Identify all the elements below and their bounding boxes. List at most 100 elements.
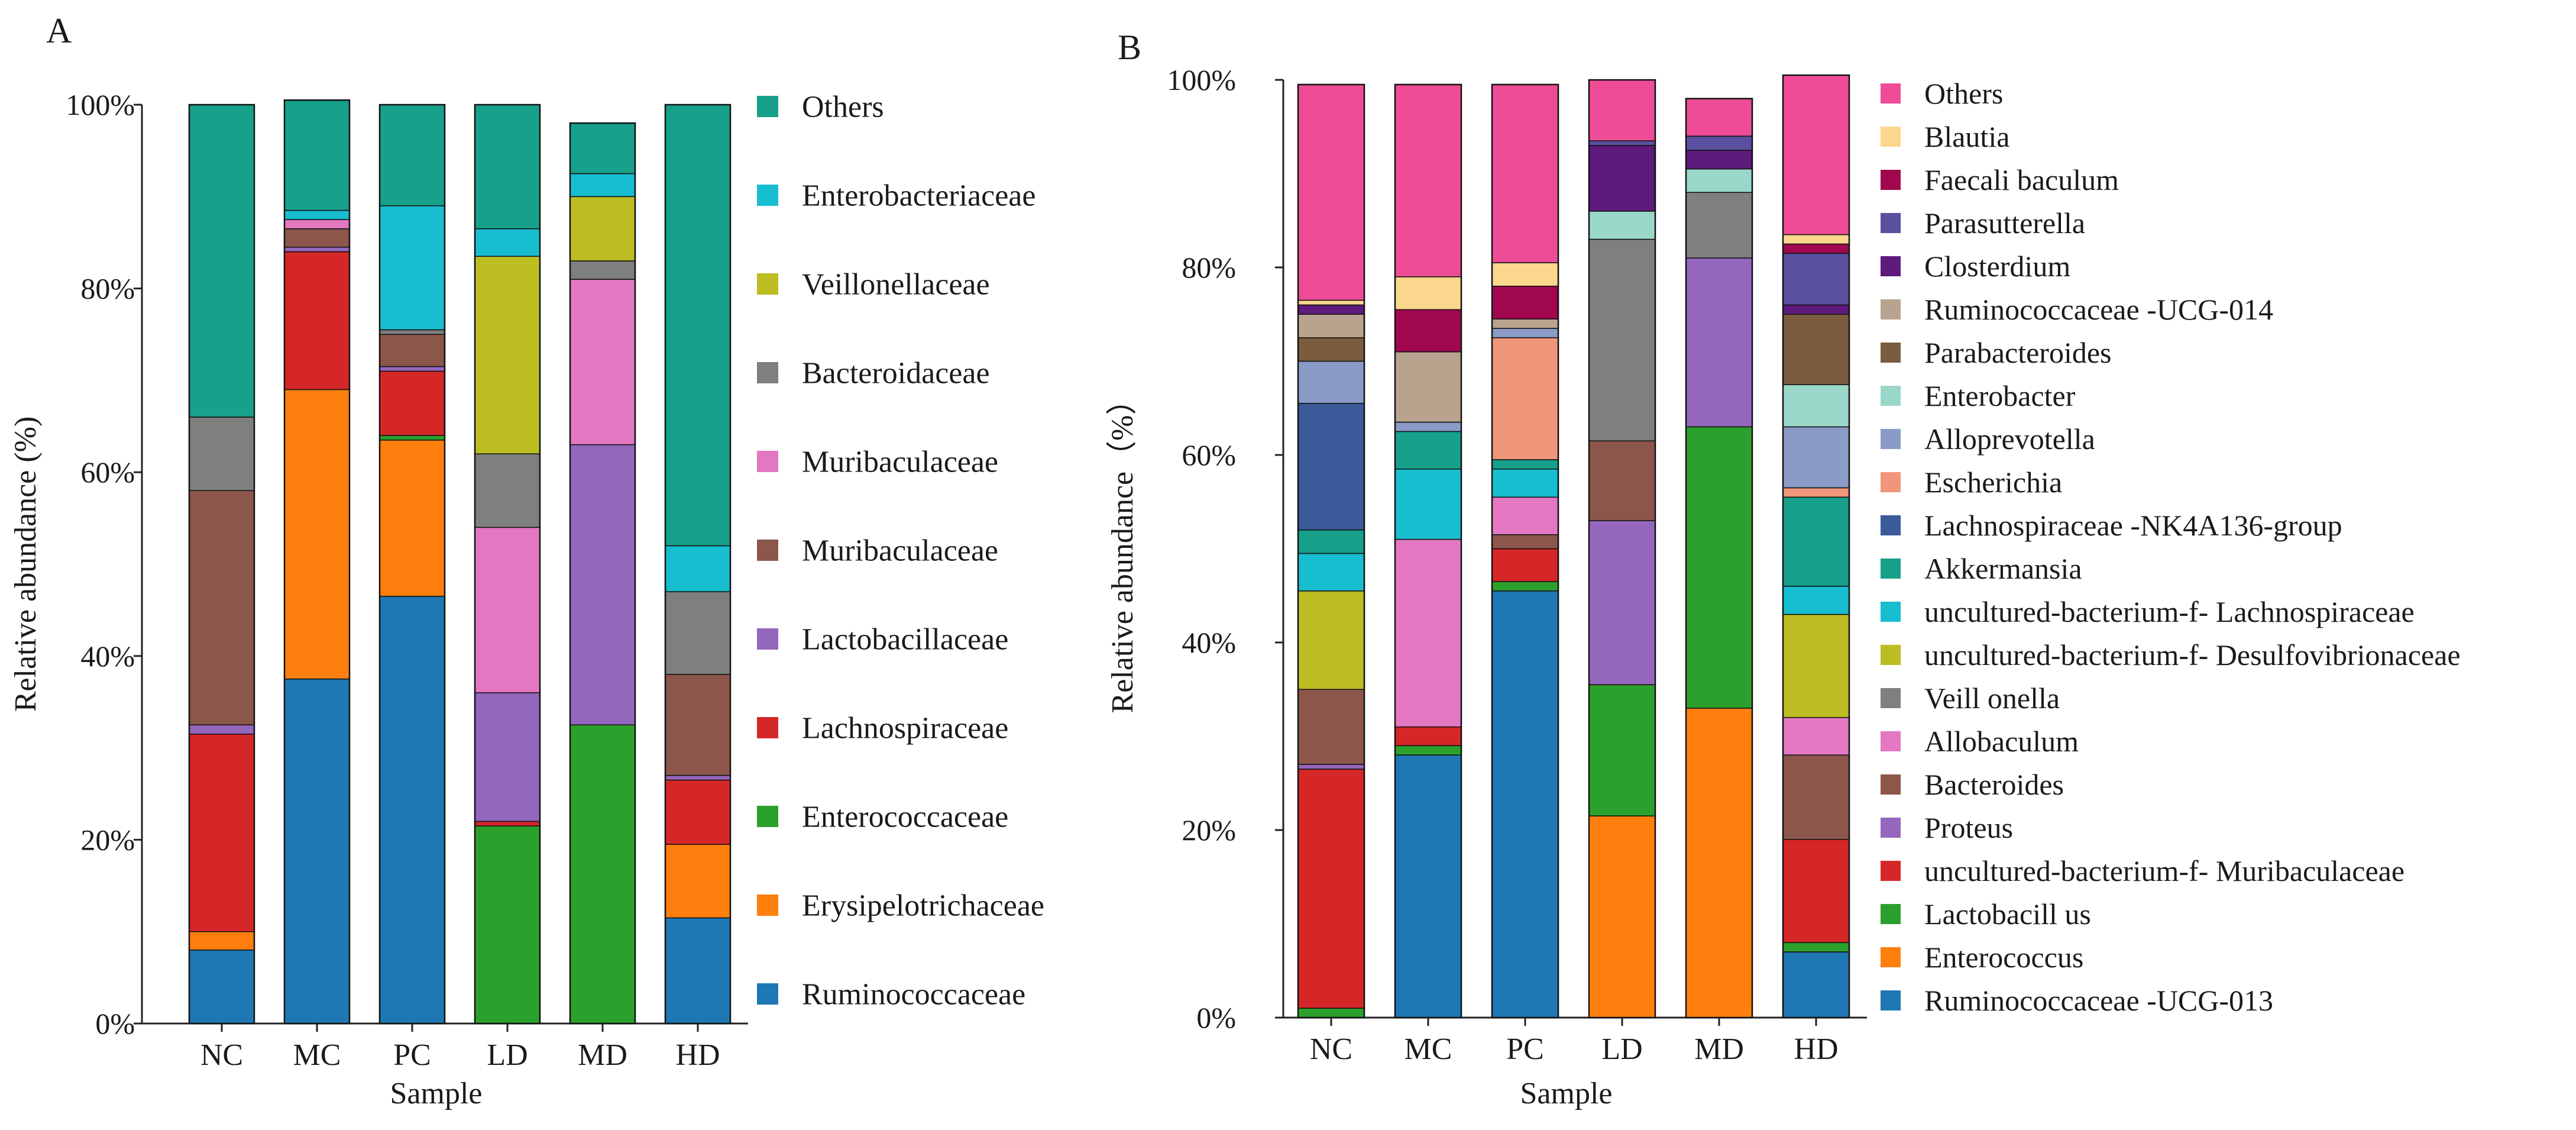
chart-b-category-label: NC	[1310, 1032, 1352, 1066]
chart-b-bar-mc-blautia	[1394, 276, 1462, 311]
chart-a-legend-swatch	[757, 451, 778, 472]
chart-b-bar-hd-akkermansia	[1782, 496, 1850, 587]
chart-a-bar-md-bacteroidaceae	[569, 260, 636, 280]
chart-a-bar-md-lactobacillaceae	[569, 444, 636, 726]
chart-b-bar-md-enterobacter	[1685, 168, 1753, 193]
chart-a-bar-mc-muribaculaceae	[284, 228, 350, 248]
chart-b-legend-label: Alloprevotella	[1924, 422, 2095, 456]
chart-a-legend-swatch	[757, 362, 778, 383]
chart-a-legend-swatch	[757, 806, 778, 827]
chart-b-legend-label: Lachnospiraceae -NK4A136-group	[1924, 509, 2342, 542]
chart-b-bar-md-enterococcus	[1685, 708, 1753, 1018]
chart-b-bar-ld-lactobacill-us	[1588, 684, 1656, 816]
chart-b-ytick-label: 40%	[1182, 626, 1236, 659]
chart-b-bar-mc-ruminococcaceae-ucg-013	[1394, 754, 1462, 1018]
chart-b-bar-mc-ruminococcaceae-ucg-014	[1394, 351, 1462, 423]
chart-b-y-axis-title: Relative abundance（%）	[1106, 385, 1140, 713]
chart-b-category-label: LD	[1601, 1032, 1642, 1066]
chart-b-ytick-label: 60%	[1182, 438, 1236, 472]
chart-b-bar-ld-veill-onella	[1588, 238, 1656, 441]
chart-b-legend-label: Ruminococcaceae -UCG-013	[1924, 984, 2273, 1017]
chart-b-legend-swatch	[1881, 688, 1901, 708]
chart-b-legend-swatch	[1881, 990, 1901, 1010]
chart-b-bar-md-lactobacill-us	[1685, 426, 1753, 709]
chart-b-bar-nc-proteus	[1297, 764, 1365, 770]
chart-b-legend-swatch	[1881, 170, 1901, 190]
chart-b-legend-swatch	[1881, 904, 1901, 924]
chart-b-bar-hd-uncultured-bacterium-f-lachnospiraceae	[1782, 586, 1850, 615]
chart-a-category-label: LD	[487, 1038, 528, 1072]
chart-a-bar-nc-ruminococcaceae	[189, 950, 255, 1024]
chart-b-legend-swatch	[1881, 731, 1901, 751]
chart-b-legend-swatch	[1881, 515, 1901, 535]
chart-b-bar-hd-closterdium	[1782, 304, 1850, 315]
chart-b-ytick-label: 80%	[1182, 251, 1236, 284]
chart-a-legend-label: Muribaculaceae	[802, 534, 998, 568]
chart-a-bar-md-enterobacteriaceae	[569, 173, 636, 198]
chart-b-legend-swatch	[1881, 645, 1901, 665]
chart-a-bar-md-others	[569, 122, 636, 175]
chart-b-bar-nc-ruminococcaceae-ucg-014	[1297, 314, 1365, 338]
chart-b-category-label: MC	[1404, 1032, 1452, 1066]
chart-a-bar-nc-bacteroidaceae	[189, 417, 255, 492]
chart-b-legend-swatch	[1881, 127, 1901, 147]
chart-b-legend-swatch	[1881, 83, 1901, 104]
chart-a-bar-ld-lachnospiraceae	[474, 821, 541, 826]
chart-b-legend-swatch	[1881, 774, 1901, 795]
chart-a-bar-mc-enterobacteriaceae	[284, 209, 350, 220]
chart-a-category-label: MC	[293, 1038, 341, 1072]
chart-b-bar-pc-faecali-baculum	[1491, 285, 1559, 319]
chart-a-legend-swatch	[757, 983, 778, 1005]
chart-b-bar-ld-bacteroides	[1588, 440, 1656, 521]
chart-b-bar-mc-allobaculum	[1394, 538, 1462, 728]
chart-a-bar-hd-lactobacillaceae	[665, 774, 731, 781]
chart-b-legend-label: Enterobacter	[1924, 379, 2076, 412]
chart-b-bar-md-proteus	[1685, 257, 1753, 428]
chart-a-bar-mc-lactobacillaceae	[284, 246, 350, 253]
chart-b-category-label: HD	[1794, 1032, 1838, 1066]
chart-a-bar-ld-lactobacillaceae	[474, 692, 541, 822]
chart-a-bar-pc-enterococcaceae	[379, 435, 445, 441]
chart-b-legend-label: Ruminococcaceae -UCG-014	[1924, 293, 2273, 326]
chart-b-legend-swatch	[1881, 429, 1901, 449]
chart-a-bar-hd-others	[665, 104, 731, 547]
chart-a-ytick-label: 80%	[80, 272, 135, 305]
chart-a-bar-ld-enterobacteriaceae	[474, 228, 541, 257]
chart-b-bar-pc-allobaculum	[1491, 496, 1559, 535]
chart-a-y-axis-title: Relative abundance (%)	[9, 417, 43, 712]
chart-a-bar-ld-bacteroidaceae	[474, 453, 541, 528]
chart-b-legend-swatch	[1881, 861, 1901, 881]
chart-a: 0% 20% 40% 60% 80% 100% NC MC PC LD MD HD Sample Rela…	[9, 88, 1044, 1110]
chart-b-bar-nc-blautia	[1297, 299, 1365, 306]
chart-b-bar-ld-closterdium	[1588, 145, 1656, 212]
chart-b-bar-mc-uncultured-bacterium-f-lachnospiraceae	[1394, 469, 1462, 540]
panel-label-a: A	[46, 11, 72, 50]
chart-b-bar-nc-lactobacill-us	[1297, 1008, 1365, 1018]
chart-b-legend-label: Others	[1924, 77, 2003, 110]
chart-a-bar-mc-lachnospiraceae	[284, 251, 350, 390]
chart-a-bar-hd-enterobacteriaceae	[665, 545, 731, 592]
chart-b-x-axis-title: Sample	[1520, 1077, 1613, 1110]
chart-a-legend-label: Enterococcaceae	[802, 800, 1008, 834]
chart-b-legend-swatch	[1881, 602, 1901, 622]
chart-a-bar-pc-muribaculaceae	[379, 334, 445, 367]
chart-b-bar-nc-bacteroides	[1297, 689, 1365, 765]
chart-a-legend-swatch	[757, 540, 778, 561]
chart-a-legend-label: Enterobacteriaceae	[802, 179, 1035, 213]
chart-a-x-axis-title: Sample	[390, 1077, 483, 1110]
chart-a-bar-mc-erysipelotrichaceae	[284, 389, 350, 680]
chart-a-bar-pc-erysipelotrichaceae	[379, 440, 445, 597]
chart-a-bar-nc-lactobacillaceae	[189, 724, 255, 735]
chart-a-bar-ld-others	[474, 104, 541, 230]
chart-b-ytick-label: 100%	[1167, 63, 1236, 96]
chart-a-bar-pc-bacteroidaceae	[379, 329, 445, 335]
chart-b-bar-pc-ruminococcaceae-ucg-013	[1491, 590, 1559, 1018]
chart-b-bar-mc-lactobacill-us	[1394, 745, 1462, 756]
chart-b-legend-label: uncultured-bacterium-f- Desulfovibrionac…	[1924, 638, 2461, 671]
chart-b-ytick-label: 0%	[1196, 1001, 1236, 1034]
chart-b-bar-nc-uncultured-bacterium-f-lachnospiraceae	[1297, 553, 1365, 592]
chart-b-bar-hd-blautia	[1782, 234, 1850, 245]
chart-a-legend-swatch	[757, 273, 778, 295]
chart-b-legend-label: Lactobacill us	[1924, 897, 2091, 931]
chart-a-bar-hd-bacteroidaceae	[665, 591, 731, 675]
